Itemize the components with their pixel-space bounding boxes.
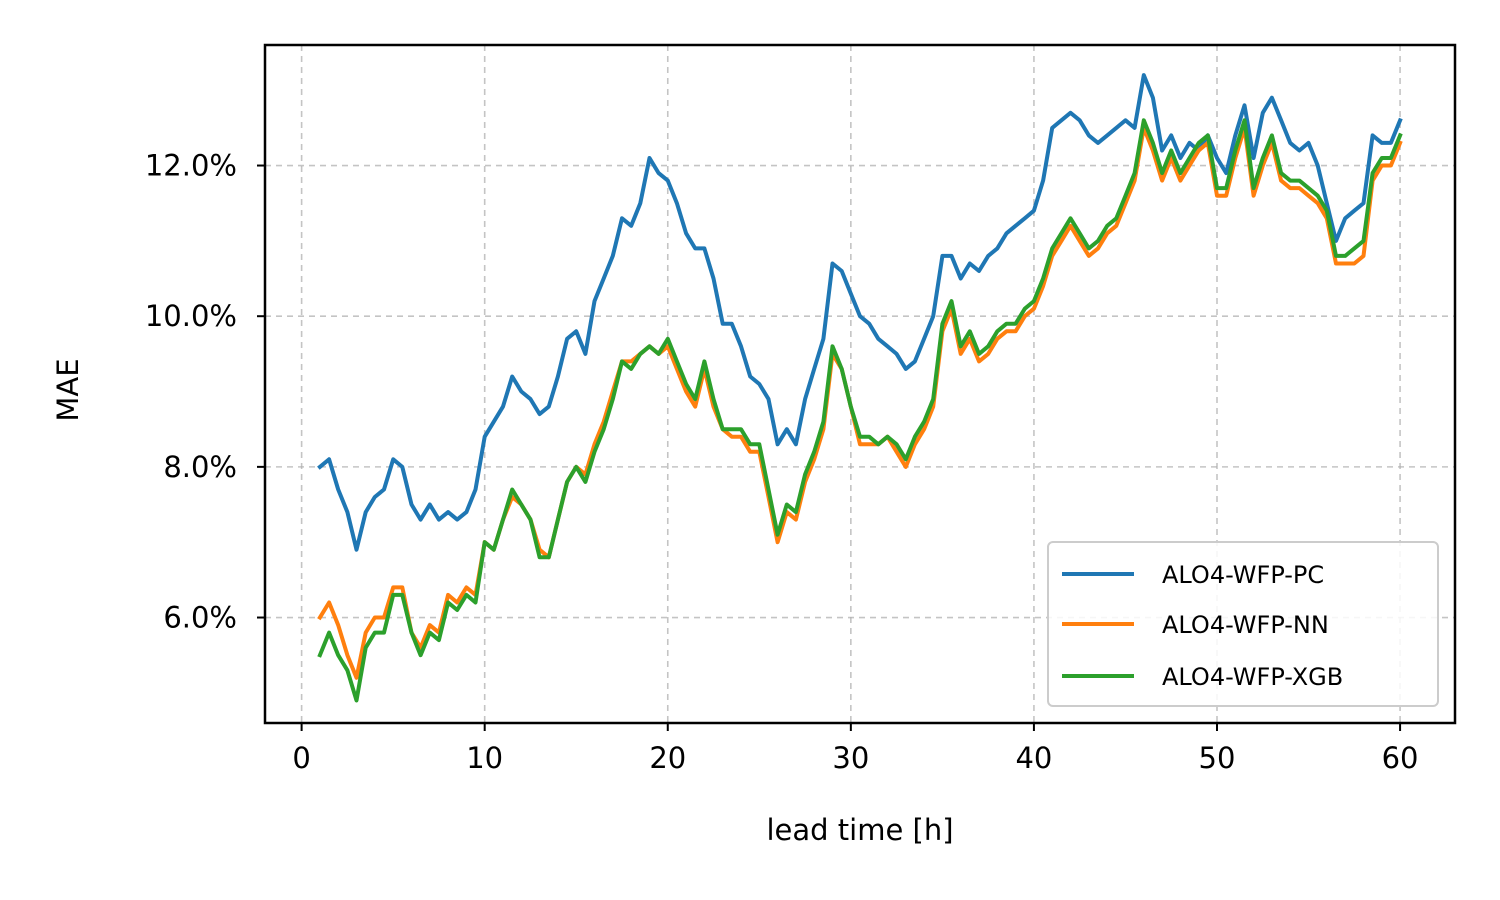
legend-label-nn: ALO4-WFP-NN <box>1162 611 1329 639</box>
plot-series <box>317 73 1403 703</box>
legend-label-pc: ALO4-WFP-PC <box>1162 561 1324 589</box>
x-tick-label: 0 <box>292 741 310 775</box>
plot-frame <box>263 43 1457 725</box>
legend-label-xgb: ALO4-WFP-XGB <box>1162 663 1343 691</box>
y-axis: 6.0% 8.0% 10.0% 12.0% <box>145 149 265 635</box>
x-tick-label: 20 <box>649 741 686 775</box>
legend-box <box>1047 541 1439 707</box>
x-tick-label: 60 <box>1382 741 1419 775</box>
y-tick-label: 12.0% <box>145 149 237 183</box>
y-tick-label: 10.0% <box>145 299 237 333</box>
x-tick-label: 50 <box>1199 741 1236 775</box>
y-tick-label: 6.0% <box>163 601 237 635</box>
x-tick-label: 40 <box>1015 741 1052 775</box>
x-tick-label: 30 <box>832 741 869 775</box>
x-axis-title: lead time [h] <box>766 813 953 847</box>
legend: ALO4-WFP-PC ALO4-WFP-NN ALO4-WFP-XGB <box>1047 541 1439 707</box>
y-axis-title: MAE <box>51 358 85 421</box>
series-line-pc <box>317 73 1403 552</box>
x-axis: 0 10 20 30 40 50 60 <box>292 723 1419 775</box>
series-line-xgb <box>317 118 1403 703</box>
x-tick-label: 10 <box>466 741 503 775</box>
y-tick-label: 8.0% <box>163 450 237 484</box>
